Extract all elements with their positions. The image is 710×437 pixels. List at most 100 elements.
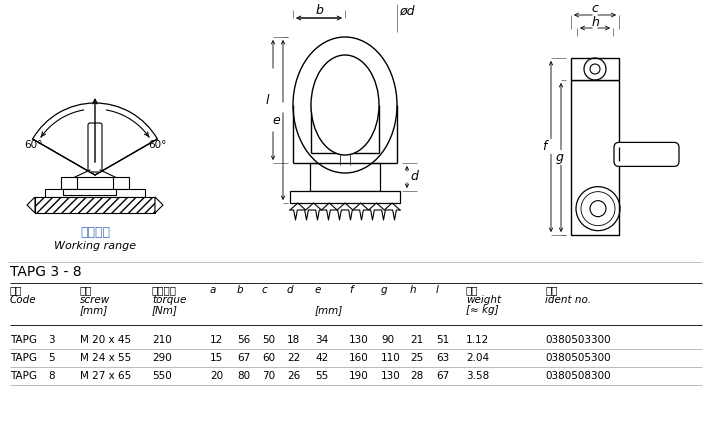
Text: 60°: 60° xyxy=(148,140,166,150)
Text: 18: 18 xyxy=(287,335,300,345)
Bar xyxy=(35,197,155,213)
Text: ød: ød xyxy=(399,4,415,17)
Text: M 27 x 65: M 27 x 65 xyxy=(80,371,131,381)
Text: M 20 x 45: M 20 x 45 xyxy=(80,335,131,345)
Wedge shape xyxy=(33,103,158,175)
Text: 50: 50 xyxy=(262,335,275,345)
Text: 15: 15 xyxy=(210,353,223,363)
Text: g: g xyxy=(381,285,388,295)
Text: b: b xyxy=(237,285,244,295)
Text: 12: 12 xyxy=(210,335,223,345)
Text: b: b xyxy=(315,4,323,17)
Text: torque: torque xyxy=(152,295,186,305)
Text: 21: 21 xyxy=(410,335,423,345)
Bar xyxy=(63,189,116,195)
Bar xyxy=(310,163,380,191)
Text: 130: 130 xyxy=(381,371,400,381)
Text: l: l xyxy=(436,285,439,295)
Text: 22: 22 xyxy=(287,353,300,363)
Text: 3: 3 xyxy=(48,335,55,345)
Text: 8: 8 xyxy=(48,371,55,381)
Text: 拧紧力矩: 拧紧力矩 xyxy=(152,285,177,295)
Text: c: c xyxy=(262,285,268,295)
Bar xyxy=(45,189,145,197)
Bar xyxy=(113,177,129,189)
Text: d: d xyxy=(287,285,294,295)
Text: 63: 63 xyxy=(436,353,449,363)
Bar xyxy=(571,80,619,235)
Text: 51: 51 xyxy=(436,335,449,345)
Text: 工作区域: 工作区域 xyxy=(80,226,110,239)
Text: 3.58: 3.58 xyxy=(466,371,489,381)
Text: c: c xyxy=(591,1,599,14)
Bar xyxy=(61,177,77,189)
Text: 螺栓: 螺栓 xyxy=(80,285,92,295)
Text: 5: 5 xyxy=(48,353,55,363)
Bar xyxy=(571,58,619,80)
Text: 56: 56 xyxy=(237,335,250,345)
Text: f: f xyxy=(542,140,546,153)
Text: Working range: Working range xyxy=(54,241,136,251)
Text: h: h xyxy=(591,15,599,28)
Text: 货号: 货号 xyxy=(545,285,557,295)
Text: 550: 550 xyxy=(152,371,172,381)
Text: e: e xyxy=(272,114,280,126)
Text: 2.04: 2.04 xyxy=(466,353,489,363)
Text: 60: 60 xyxy=(262,353,275,363)
Text: 26: 26 xyxy=(287,371,300,381)
Polygon shape xyxy=(27,197,35,213)
Text: 55: 55 xyxy=(315,371,328,381)
Text: 130: 130 xyxy=(349,335,368,345)
Text: 1.12: 1.12 xyxy=(466,335,489,345)
Text: 80: 80 xyxy=(237,371,250,381)
Text: d: d xyxy=(410,170,418,184)
Text: 70: 70 xyxy=(262,371,275,381)
Text: e: e xyxy=(315,285,322,295)
Text: 160: 160 xyxy=(349,353,368,363)
Text: ident no.: ident no. xyxy=(545,295,591,305)
Text: 67: 67 xyxy=(436,371,449,381)
Text: 型号: 型号 xyxy=(10,285,23,295)
Text: h: h xyxy=(410,285,417,295)
Text: 34: 34 xyxy=(315,335,328,345)
Text: 0380508300: 0380508300 xyxy=(545,371,611,381)
Ellipse shape xyxy=(293,37,397,173)
Ellipse shape xyxy=(311,55,379,155)
FancyBboxPatch shape xyxy=(614,142,679,166)
Text: 210: 210 xyxy=(152,335,172,345)
Text: 60°: 60° xyxy=(24,140,42,150)
Text: 290: 290 xyxy=(152,353,172,363)
Text: Code: Code xyxy=(10,295,37,305)
Bar xyxy=(288,118,402,208)
Text: 190: 190 xyxy=(349,371,368,381)
Text: 110: 110 xyxy=(381,353,400,363)
Text: [mm]: [mm] xyxy=(315,305,343,315)
Text: 28: 28 xyxy=(410,371,423,381)
Text: 0380503300: 0380503300 xyxy=(545,335,611,345)
Text: TAPG 3 - 8: TAPG 3 - 8 xyxy=(10,265,82,279)
FancyBboxPatch shape xyxy=(88,123,102,172)
Bar xyxy=(617,146,627,163)
Text: f: f xyxy=(349,285,353,295)
Text: 25: 25 xyxy=(410,353,423,363)
Text: 67: 67 xyxy=(237,353,250,363)
Text: 0380505300: 0380505300 xyxy=(545,353,611,363)
Text: 42: 42 xyxy=(315,353,328,363)
Text: weight: weight xyxy=(466,295,501,305)
Text: screw: screw xyxy=(80,295,110,305)
Text: [mm]: [mm] xyxy=(80,305,108,315)
Text: TAPG: TAPG xyxy=(10,353,37,363)
Text: [≈ kg]: [≈ kg] xyxy=(466,305,498,315)
Text: [Nm]: [Nm] xyxy=(152,305,178,315)
Bar xyxy=(290,191,400,203)
Text: 重量: 重量 xyxy=(466,285,479,295)
Bar xyxy=(329,151,361,165)
Text: l: l xyxy=(266,94,269,107)
Text: a: a xyxy=(210,285,217,295)
Text: TAPG: TAPG xyxy=(10,371,37,381)
Text: g: g xyxy=(556,151,564,164)
Polygon shape xyxy=(155,197,163,213)
Text: 90: 90 xyxy=(381,335,394,345)
Text: M 24 x 55: M 24 x 55 xyxy=(80,353,131,363)
Text: TAPG: TAPG xyxy=(10,335,37,345)
